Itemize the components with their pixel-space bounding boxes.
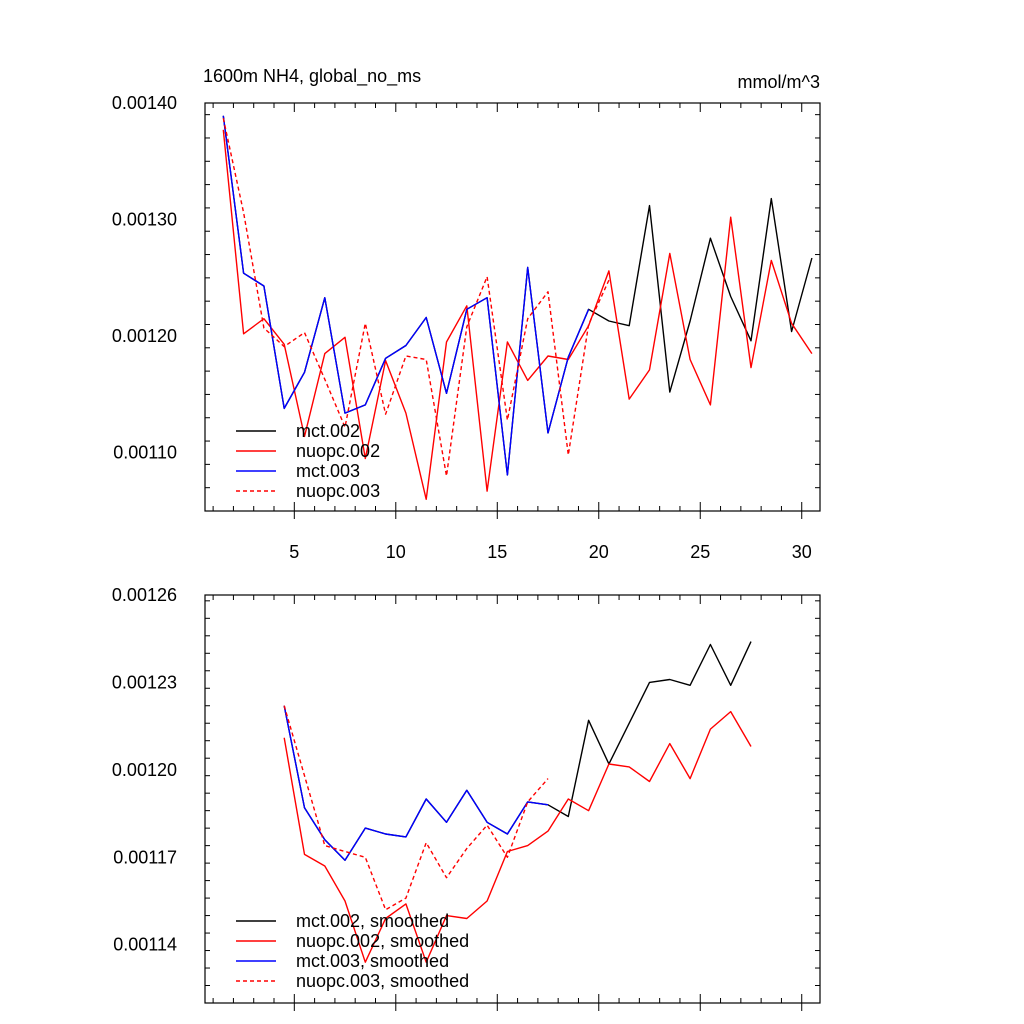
x-tick-label: 15 [487,542,507,562]
bottom-line-chart: 0.00114 0.00117 0.00120 0.00123 0.00126 mct.… [112,585,821,1011]
y-tick-label: 0.00120 [112,760,177,780]
y-tick-label: 0.00120 [112,326,177,346]
legend-label: mct.003 [296,461,360,481]
top-series-group [222,115,813,500]
x-tick-label: 10 [386,542,406,562]
series-line-nuopc-002 [222,129,813,500]
x-tick-label: 30 [792,542,812,562]
top-chart-title: 1600m NH4, global_no_ms [203,66,421,87]
series-line-nuopc-003 [222,118,610,477]
top-plot-frame [204,102,821,512]
legend-label: nuopc.002 [296,441,380,461]
x-tick-label: 25 [690,542,710,562]
y-tick-label: 0.00130 [112,210,177,230]
x-tick-label: 20 [589,542,609,562]
series-line-mct-002-smoothed [283,641,752,861]
bottom-series-group [283,641,752,963]
bottom-axis-ticks: 0.00114 0.00117 0.00120 0.00123 0.00126 [112,585,820,1011]
top-chart-units: mmol/m^3 [738,72,820,92]
legend-label: nuopc.002, smoothed [296,931,469,951]
top-axis-ticks: 5 10 15 20 25 30 0.00110 0.00120 0.00130 0.00140 [112,93,820,562]
x-tick-label: 5 [289,542,299,562]
legend-label: nuopc.003, smoothed [296,971,469,991]
legend-label: mct.003, smoothed [296,951,449,971]
legend-label: nuopc.003 [296,481,380,501]
y-tick-label: 0.00110 [113,443,177,463]
top-line-chart: 1600m NH4, global_no_ms mmol/m^3 5 10 15 20… [112,66,821,562]
series-line-nuopc-003-smoothed [283,705,549,911]
y-tick-label: 0.00123 [112,672,177,692]
y-tick-label: 0.00117 [113,847,177,867]
legend-label: mct.002, smoothed [296,911,449,931]
series-line-nuopc-002-smoothed [283,710,752,963]
y-tick-label: 0.00126 [112,585,177,605]
y-tick-label: 0.00140 [112,93,177,113]
legend-label: mct.002 [296,421,360,441]
series-line-mct-003 [222,115,590,476]
series-line-mct-003-smoothed [283,705,549,861]
bottom-plot-frame [204,594,821,1004]
y-tick-label: 0.00114 [113,935,177,955]
